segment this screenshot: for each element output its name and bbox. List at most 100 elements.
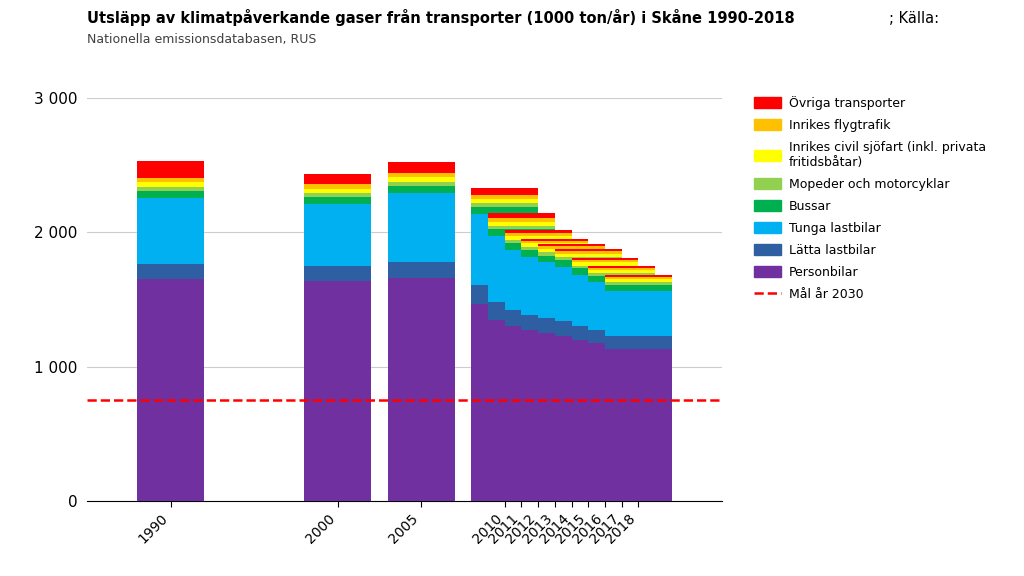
Bar: [555, 321, 622, 336]
Bar: [471, 286, 539, 304]
Bar: [304, 184, 371, 188]
Bar: [304, 204, 371, 266]
Bar: [571, 268, 638, 275]
Bar: [488, 236, 555, 302]
Bar: [571, 326, 638, 340]
Bar: [388, 262, 455, 278]
Bar: [304, 197, 371, 204]
Bar: [588, 282, 655, 329]
Bar: [588, 268, 655, 270]
Bar: [521, 241, 588, 244]
Bar: [388, 177, 455, 181]
Bar: [588, 273, 655, 276]
Bar: [471, 207, 539, 214]
Bar: [471, 199, 539, 203]
Bar: [605, 291, 672, 336]
Bar: [555, 251, 622, 253]
Bar: [539, 318, 605, 333]
Bar: [588, 329, 655, 343]
Bar: [505, 240, 571, 243]
Bar: [505, 233, 571, 236]
Bar: [471, 188, 539, 195]
Bar: [539, 262, 605, 318]
Bar: [505, 243, 571, 250]
Bar: [521, 331, 588, 501]
Bar: [137, 279, 204, 501]
Bar: [555, 249, 622, 251]
Bar: [588, 343, 655, 501]
Legend: Övriga transporter, Inrikes flygtrafik, Inrikes civil sjöfart (inkl. privata
fri: Övriga transporter, Inrikes flygtrafik, …: [754, 96, 986, 301]
Bar: [137, 264, 204, 279]
Bar: [505, 250, 571, 310]
Bar: [388, 186, 455, 194]
Bar: [471, 214, 539, 286]
Bar: [137, 198, 204, 264]
Bar: [571, 258, 638, 260]
Bar: [488, 302, 555, 320]
Bar: [137, 161, 204, 178]
Bar: [539, 252, 605, 256]
Bar: [137, 187, 204, 191]
Bar: [521, 257, 588, 315]
Bar: [488, 213, 555, 218]
Bar: [521, 238, 588, 241]
Bar: [571, 340, 638, 501]
Bar: [555, 260, 622, 267]
Bar: [304, 266, 371, 281]
Bar: [588, 266, 655, 268]
Bar: [605, 285, 672, 291]
Bar: [488, 218, 555, 222]
Text: ; Källa:: ; Källa:: [889, 11, 939, 26]
Bar: [539, 333, 605, 501]
Bar: [505, 310, 571, 327]
Bar: [488, 320, 555, 501]
Bar: [588, 270, 655, 273]
Bar: [388, 278, 455, 501]
Bar: [521, 247, 588, 251]
Bar: [388, 181, 455, 186]
Bar: [304, 174, 371, 184]
Bar: [605, 349, 672, 501]
Bar: [521, 244, 588, 247]
Bar: [555, 267, 622, 321]
Bar: [555, 253, 622, 257]
Bar: [488, 229, 555, 236]
Bar: [137, 191, 204, 198]
Bar: [304, 188, 371, 194]
Bar: [571, 260, 638, 262]
Bar: [539, 256, 605, 262]
Text: Utsläpp av klimatpåverkande gaser från transporter (1000 ton/år) i Skåne 1990-20: Utsläpp av klimatpåverkande gaser från t…: [87, 9, 795, 26]
Bar: [605, 282, 672, 285]
Bar: [471, 195, 539, 199]
Bar: [539, 249, 605, 252]
Bar: [471, 203, 539, 207]
Bar: [605, 279, 672, 282]
Bar: [304, 194, 371, 197]
Bar: [555, 336, 622, 501]
Bar: [605, 336, 672, 349]
Bar: [539, 244, 605, 246]
Bar: [388, 194, 455, 262]
Bar: [521, 315, 588, 331]
Bar: [388, 173, 455, 177]
Text: Nationella emissionsdatabasen, RUS: Nationella emissionsdatabasen, RUS: [87, 33, 316, 46]
Bar: [605, 277, 672, 279]
Bar: [488, 222, 555, 226]
Bar: [555, 257, 622, 260]
Bar: [471, 304, 539, 501]
Bar: [571, 266, 638, 268]
Bar: [505, 236, 571, 240]
Bar: [571, 262, 638, 266]
Bar: [521, 251, 588, 257]
Bar: [137, 183, 204, 187]
Bar: [605, 275, 672, 277]
Bar: [488, 226, 555, 229]
Bar: [505, 327, 571, 501]
Bar: [505, 230, 571, 233]
Bar: [304, 281, 371, 501]
Bar: [588, 276, 655, 282]
Bar: [388, 162, 455, 173]
Bar: [571, 275, 638, 326]
Bar: [539, 246, 605, 249]
Bar: [137, 178, 204, 183]
